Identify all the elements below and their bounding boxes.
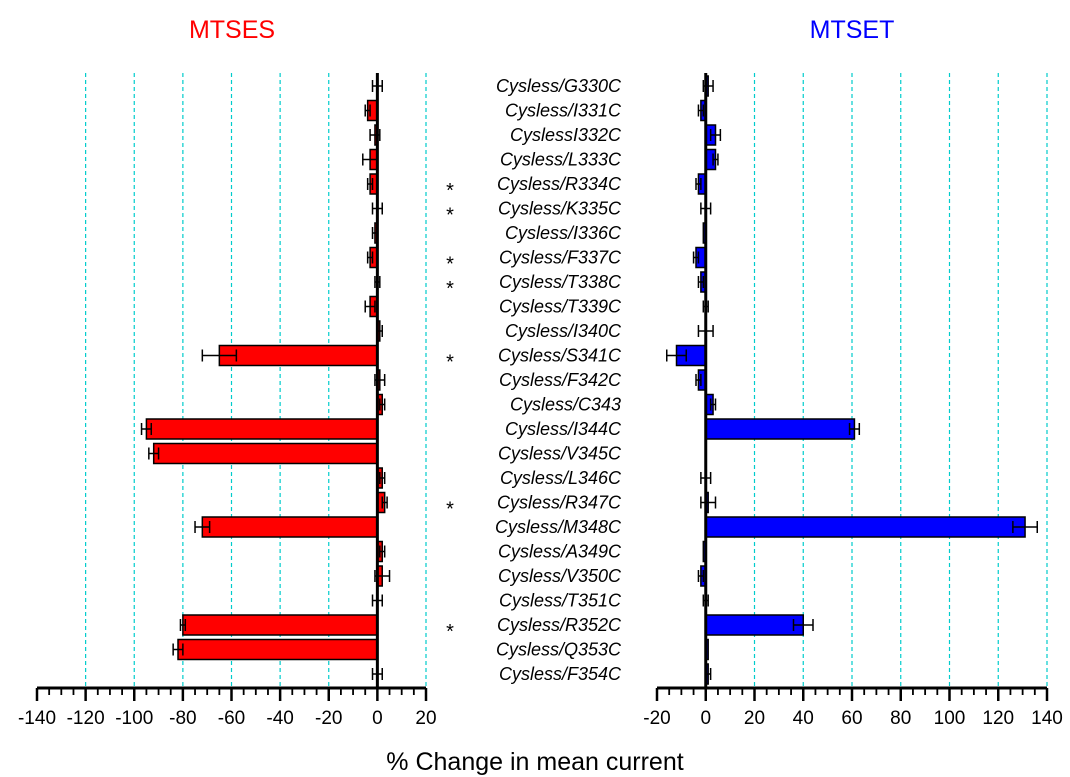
category-label: Cysless/S341C	[498, 346, 622, 366]
mtses-bar	[177, 638, 379, 661]
mtset-error-bar	[695, 374, 702, 386]
significance-star: *	[446, 621, 454, 643]
category-label: Cysless/R352C	[497, 615, 622, 635]
significance-star: *	[446, 254, 454, 276]
mtses-error-bar	[379, 472, 386, 484]
x-axis-label: % Change in mean current	[386, 748, 683, 776]
tick-label: -20	[643, 708, 670, 729]
mtset-bar	[705, 418, 856, 440]
tick-label: 0	[700, 708, 711, 729]
mtses-panel: -140 -120 -100 -80 -60 -40 -20 0 20	[18, 73, 437, 729]
significance-star: *	[446, 278, 454, 300]
mtses-error-bar	[148, 447, 160, 460]
mtset-error-bar	[666, 349, 687, 362]
tick-label: -20	[315, 708, 342, 729]
mtset-error-bar	[712, 153, 719, 166]
mtses-error-bar	[172, 643, 184, 656]
tick-label: -40	[266, 708, 293, 729]
tick-label: 20	[744, 708, 765, 729]
tick-label: -80	[169, 708, 196, 729]
mtses-error-bar	[140, 423, 153, 435]
mtses-bar	[201, 516, 379, 538]
category-label: Cysless/V345C	[498, 444, 622, 464]
category-labels: Cysless/G330C Cysless/I331C CyslessI332C Cy…	[446, 76, 622, 684]
category-label: CyslessI332C	[510, 125, 622, 145]
mtset-error-bar	[1012, 521, 1038, 533]
mtses-error-bar	[179, 619, 187, 631]
category-label: Cysless/K335C	[498, 199, 622, 219]
category-label: Cysless/M348C	[495, 517, 622, 537]
category-label: Cysless/G330C	[496, 76, 622, 96]
mtses-error-bar	[381, 496, 388, 509]
tick-label: -120	[67, 708, 105, 729]
tick-label: 80	[890, 708, 911, 729]
category-label: Cysless/L346C	[500, 468, 622, 488]
mtset-error-bar	[848, 423, 861, 435]
significance-star: *	[446, 180, 454, 202]
mtses-bar	[145, 418, 379, 440]
mtses-panel-title: MTSES	[189, 16, 275, 44]
tick-label: 60	[841, 708, 862, 729]
category-label: Cysless/T338C	[499, 272, 622, 292]
category-label: Cysless/F337C	[499, 248, 622, 268]
tick-label: 0	[372, 708, 383, 729]
tick-label: -140	[18, 708, 56, 729]
mtset-error-bar	[709, 129, 722, 141]
mtses-error-bar	[379, 545, 386, 558]
category-label: Cysless/F354C	[499, 664, 622, 684]
category-label: Cysless/F342C	[499, 370, 622, 390]
category-label: Cysless/V350C	[498, 566, 622, 586]
significance-star: *	[446, 352, 454, 374]
significance-star: *	[446, 499, 454, 521]
mtses-bar	[152, 442, 379, 465]
mtses-error-bar	[366, 251, 374, 264]
tick-label: 100	[934, 708, 966, 729]
mtses-bar	[182, 614, 379, 636]
category-label: Cysless/T339C	[499, 297, 622, 317]
tick-label: 40	[793, 708, 814, 729]
tick-label: -100	[115, 708, 153, 729]
mtses-error-bar	[201, 349, 238, 362]
mtset-error-bar	[697, 104, 705, 117]
significance-star: *	[446, 205, 454, 227]
mtses-bar	[218, 344, 379, 367]
mtset-error-bar	[709, 398, 717, 411]
category-label: Cysless/I344C	[505, 419, 622, 439]
mtset-panel-title: MTSET	[810, 16, 895, 44]
mtset-bar	[705, 516, 1026, 538]
tick-label: 20	[415, 708, 436, 729]
mtset-bar	[705, 614, 804, 636]
category-label: Cysless/Q353C	[496, 640, 622, 660]
category-label: Cysless/R334C	[497, 174, 622, 194]
category-label: Cysless/I336C	[505, 223, 622, 243]
mtset-error-bar	[692, 251, 700, 264]
category-label: Cysless/L333C	[500, 150, 622, 170]
mtses-error-bar	[364, 300, 376, 313]
category-label: Cysless/A349C	[498, 542, 622, 562]
mtses-error-bar	[379, 398, 386, 411]
mtses-error-bar	[194, 521, 211, 533]
mtset-error-bar	[700, 496, 717, 509]
mtset-error-bar	[792, 619, 814, 631]
tick-label: 120	[982, 708, 1014, 729]
category-label: Cysless/C343	[510, 395, 621, 415]
category-label: Cysless/R347C	[497, 493, 622, 513]
category-label: Cysless/T351C	[499, 591, 622, 611]
tick-label: 140	[1031, 708, 1063, 729]
category-label: Cysless/I340C	[505, 321, 622, 341]
mtses-error-bar	[366, 178, 374, 190]
mtset-error-bar	[695, 178, 702, 190]
tick-label: -60	[218, 708, 245, 729]
mtses-error-bar	[364, 104, 371, 117]
mtset-error-bar	[697, 570, 705, 582]
mtset-panel: -20 0 20 40 60 80 100 120 140	[643, 73, 1063, 729]
mtset-error-bar	[697, 276, 705, 288]
category-label: Cysless/I331C	[505, 101, 622, 121]
